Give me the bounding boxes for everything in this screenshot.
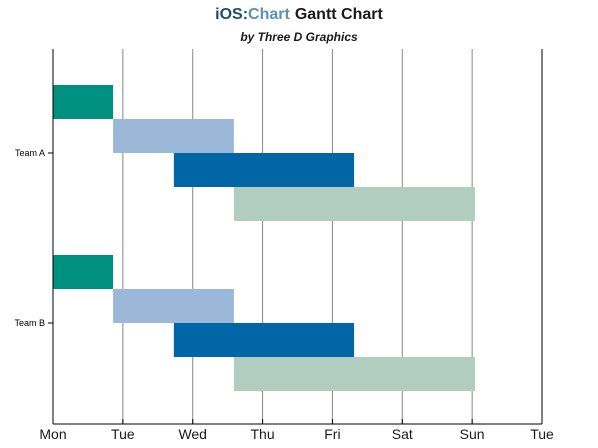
y-tick-label: Team B: [14, 318, 45, 328]
chart-title-gantt: Gantt Chart: [294, 6, 383, 23]
chart-title-chart: Chart: [248, 6, 290, 23]
chart-subtitle: by Three D Graphics: [240, 30, 358, 44]
x-tick-label: Sun: [460, 426, 485, 442]
x-tick-label: Mon: [39, 426, 66, 442]
gantt-bar: [173, 153, 355, 187]
gantt-bar: [113, 289, 234, 323]
gantt-bar: [53, 85, 114, 119]
gantt-bar: [173, 323, 355, 357]
gantt-bar: [233, 187, 475, 221]
gantt-bar: [53, 255, 114, 289]
x-tick-label: Tue: [530, 426, 554, 442]
x-tick-label: Wed: [178, 426, 207, 442]
x-tick-label: Tue: [111, 426, 135, 442]
chart-title: iOS:Chart Gantt Chart: [0, 6, 598, 24]
x-tick-label: Thu: [251, 426, 275, 442]
y-tick-label: Team A: [15, 148, 45, 158]
x-tick-label: Fri: [324, 426, 340, 442]
gantt-bar: [113, 119, 234, 153]
chart-title-ios: iOS:: [215, 6, 249, 23]
x-tick-label: Sat: [392, 426, 413, 442]
gantt-bar: [233, 357, 475, 391]
